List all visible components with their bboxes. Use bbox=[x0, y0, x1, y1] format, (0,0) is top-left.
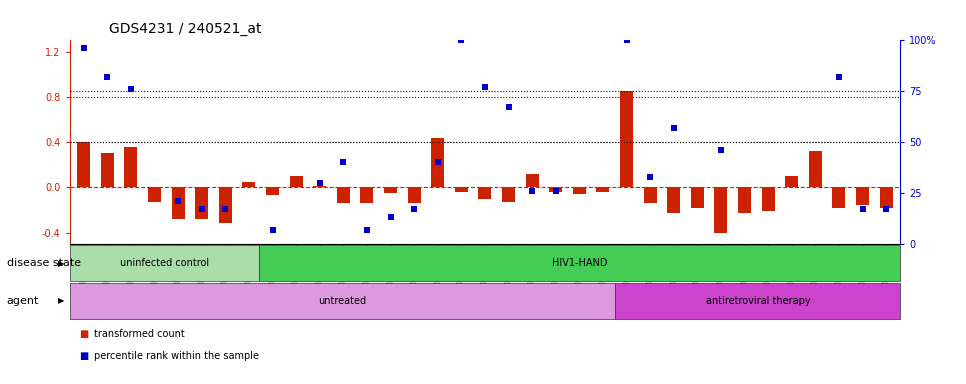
Bar bbox=[833, 187, 845, 208]
Bar bbox=[195, 187, 209, 219]
Bar bbox=[596, 187, 610, 192]
Bar bbox=[573, 187, 585, 194]
Bar bbox=[620, 91, 633, 187]
Bar bbox=[668, 187, 680, 214]
Text: HIV1-HAND: HIV1-HAND bbox=[553, 258, 608, 268]
Bar bbox=[266, 187, 279, 195]
Bar bbox=[880, 187, 893, 208]
Text: ■: ■ bbox=[79, 329, 89, 339]
Bar bbox=[172, 187, 185, 219]
Bar bbox=[809, 151, 822, 187]
Bar bbox=[360, 187, 374, 203]
Bar bbox=[761, 187, 775, 211]
Bar bbox=[290, 176, 302, 187]
Text: ▶: ▶ bbox=[58, 296, 65, 305]
Bar bbox=[219, 187, 232, 223]
Text: ■: ■ bbox=[79, 351, 89, 361]
Text: untreated: untreated bbox=[319, 296, 366, 306]
Text: percentile rank within the sample: percentile rank within the sample bbox=[94, 351, 259, 361]
Bar bbox=[715, 187, 727, 233]
Bar bbox=[502, 187, 515, 202]
Text: uninfected control: uninfected control bbox=[120, 258, 209, 268]
Bar bbox=[77, 142, 90, 187]
Bar bbox=[785, 176, 798, 187]
Text: ▶: ▶ bbox=[58, 259, 65, 268]
Text: antiretroviral therapy: antiretroviral therapy bbox=[705, 296, 810, 306]
Bar bbox=[337, 187, 350, 203]
Text: agent: agent bbox=[7, 296, 40, 306]
Bar bbox=[691, 187, 704, 208]
Bar bbox=[455, 187, 468, 192]
Bar bbox=[100, 153, 114, 187]
Bar bbox=[615, 283, 900, 319]
Bar bbox=[738, 187, 751, 214]
Text: GDS4231 / 240521_at: GDS4231 / 240521_at bbox=[109, 23, 262, 36]
Bar bbox=[313, 186, 327, 187]
Bar bbox=[643, 187, 657, 203]
Bar bbox=[431, 137, 444, 187]
Bar bbox=[856, 187, 869, 205]
Bar bbox=[70, 283, 615, 319]
Bar bbox=[242, 182, 255, 187]
Bar bbox=[148, 187, 161, 202]
Bar bbox=[384, 187, 397, 193]
Bar bbox=[70, 245, 260, 281]
Bar bbox=[550, 187, 562, 192]
Text: disease state: disease state bbox=[7, 258, 81, 268]
Bar bbox=[125, 147, 137, 187]
Bar bbox=[260, 245, 900, 281]
Bar bbox=[478, 187, 492, 199]
Bar bbox=[408, 187, 420, 203]
Bar bbox=[526, 174, 539, 187]
Text: transformed count: transformed count bbox=[94, 329, 185, 339]
